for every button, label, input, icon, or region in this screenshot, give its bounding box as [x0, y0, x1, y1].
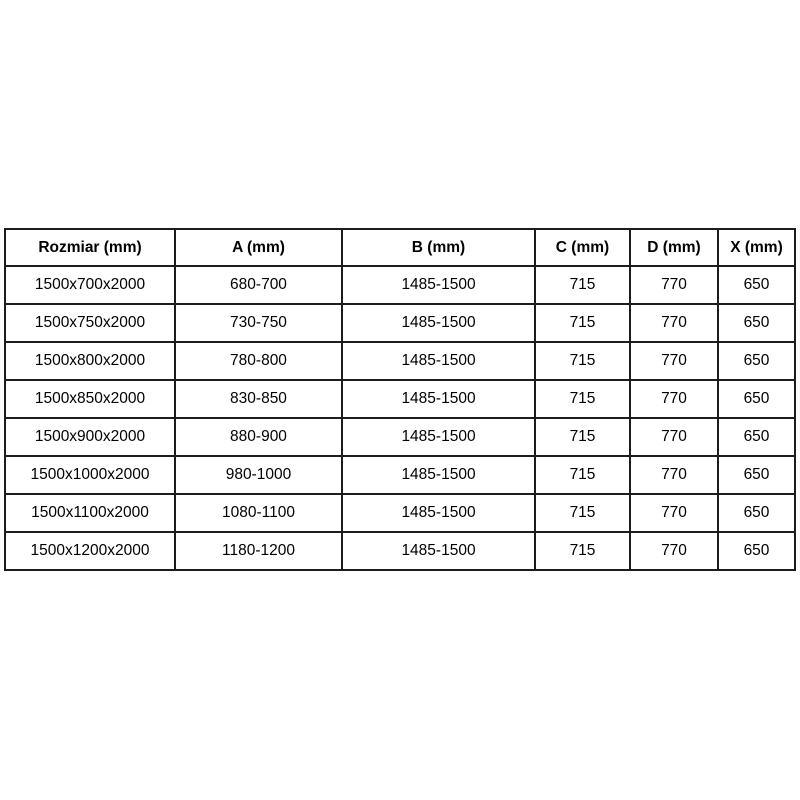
table-cell: 1500x1200x2000	[4, 531, 176, 571]
column-header-4: C (mm)	[534, 228, 631, 267]
table-cell: 1500x700x2000	[4, 265, 176, 305]
table-cell: 1485-1500	[341, 417, 536, 457]
table-row: 1500x800x2000 780-800 1485-1500 715 770 650	[4, 341, 796, 381]
table-cell: 1485-1500	[341, 303, 536, 343]
table-cell: 770	[629, 265, 719, 305]
table-cell: 1500x1000x2000	[4, 455, 176, 495]
table-cell: 715	[534, 379, 631, 419]
column-header-5: D (mm)	[629, 228, 719, 267]
table-cell: 1500x1100x2000	[4, 493, 176, 533]
table-cell: 770	[629, 379, 719, 419]
table-cell: 770	[629, 493, 719, 533]
table-row: 1500x1000x2000 980-1000 1485-1500 715 770 650	[4, 455, 796, 495]
table-cell: 715	[534, 417, 631, 457]
table-cell: 680-700	[174, 265, 343, 305]
table-cell: 780-800	[174, 341, 343, 381]
table-body: 1500x700x2000 680-700 1485-1500 715 770 650 15…	[4, 265, 796, 571]
table-cell: 715	[534, 455, 631, 495]
column-header-3: B (mm)	[341, 228, 536, 267]
table-cell: 770	[629, 341, 719, 381]
table-cell: 650	[717, 417, 796, 457]
table-cell: 770	[629, 455, 719, 495]
table-cell: 715	[534, 493, 631, 533]
column-header-6: X (mm)	[717, 228, 796, 267]
table-row: 1500x750x2000 730-750 1485-1500 715 770 650	[4, 303, 796, 343]
table-cell: 650	[717, 379, 796, 419]
table-cell: 1485-1500	[341, 493, 536, 533]
table-row: 1500x700x2000 680-700 1485-1500 715 770 650	[4, 265, 796, 305]
table-cell: 1485-1500	[341, 341, 536, 381]
table-row: 1500x850x2000 830-850 1485-1500 715 770 650	[4, 379, 796, 419]
table-cell: 650	[717, 531, 796, 571]
table-row: 1500x1200x2000 1180-1200 1485-1500 715 770 65…	[4, 531, 796, 571]
table-cell: 880-900	[174, 417, 343, 457]
table-cell: 715	[534, 531, 631, 571]
table-cell: 650	[717, 303, 796, 343]
table-cell: 1080-1100	[174, 493, 343, 533]
table-cell: 1485-1500	[341, 531, 536, 571]
table-cell: 715	[534, 265, 631, 305]
table-cell: 1485-1500	[341, 265, 536, 305]
table-cell: 715	[534, 341, 631, 381]
column-header-2: A (mm)	[174, 228, 343, 267]
table-cell: 1180-1200	[174, 531, 343, 571]
table-cell: 980-1000	[174, 455, 343, 495]
table-cell: 770	[629, 303, 719, 343]
table-cell: 770	[629, 531, 719, 571]
table-cell: 650	[717, 455, 796, 495]
table-cell: 1500x900x2000	[4, 417, 176, 457]
table-header-row: Rozmiar (mm) A (mm) B (mm) C (mm) D (mm) X (m…	[4, 228, 796, 267]
table-cell: 1485-1500	[341, 455, 536, 495]
table-cell: 730-750	[174, 303, 343, 343]
table-cell: 650	[717, 265, 796, 305]
dimensions-table: Rozmiar (mm) A (mm) B (mm) C (mm) D (mm) X (m…	[4, 228, 796, 571]
table-cell: 650	[717, 493, 796, 533]
table-cell: 715	[534, 303, 631, 343]
table-row: 1500x1100x2000 1080-1100 1485-1500 715 770 65…	[4, 493, 796, 533]
table-cell: 1500x750x2000	[4, 303, 176, 343]
table-cell: 770	[629, 417, 719, 457]
table-cell: 650	[717, 341, 796, 381]
table-row: 1500x900x2000 880-900 1485-1500 715 770 650	[4, 417, 796, 457]
table-cell: 1485-1500	[341, 379, 536, 419]
column-header-1: Rozmiar (mm)	[4, 228, 176, 267]
page: Rozmiar (mm) A (mm) B (mm) C (mm) D (mm) X (m…	[4, 228, 796, 571]
table-cell: 1500x850x2000	[4, 379, 176, 419]
table-cell: 830-850	[174, 379, 343, 419]
table-cell: 1500x800x2000	[4, 341, 176, 381]
